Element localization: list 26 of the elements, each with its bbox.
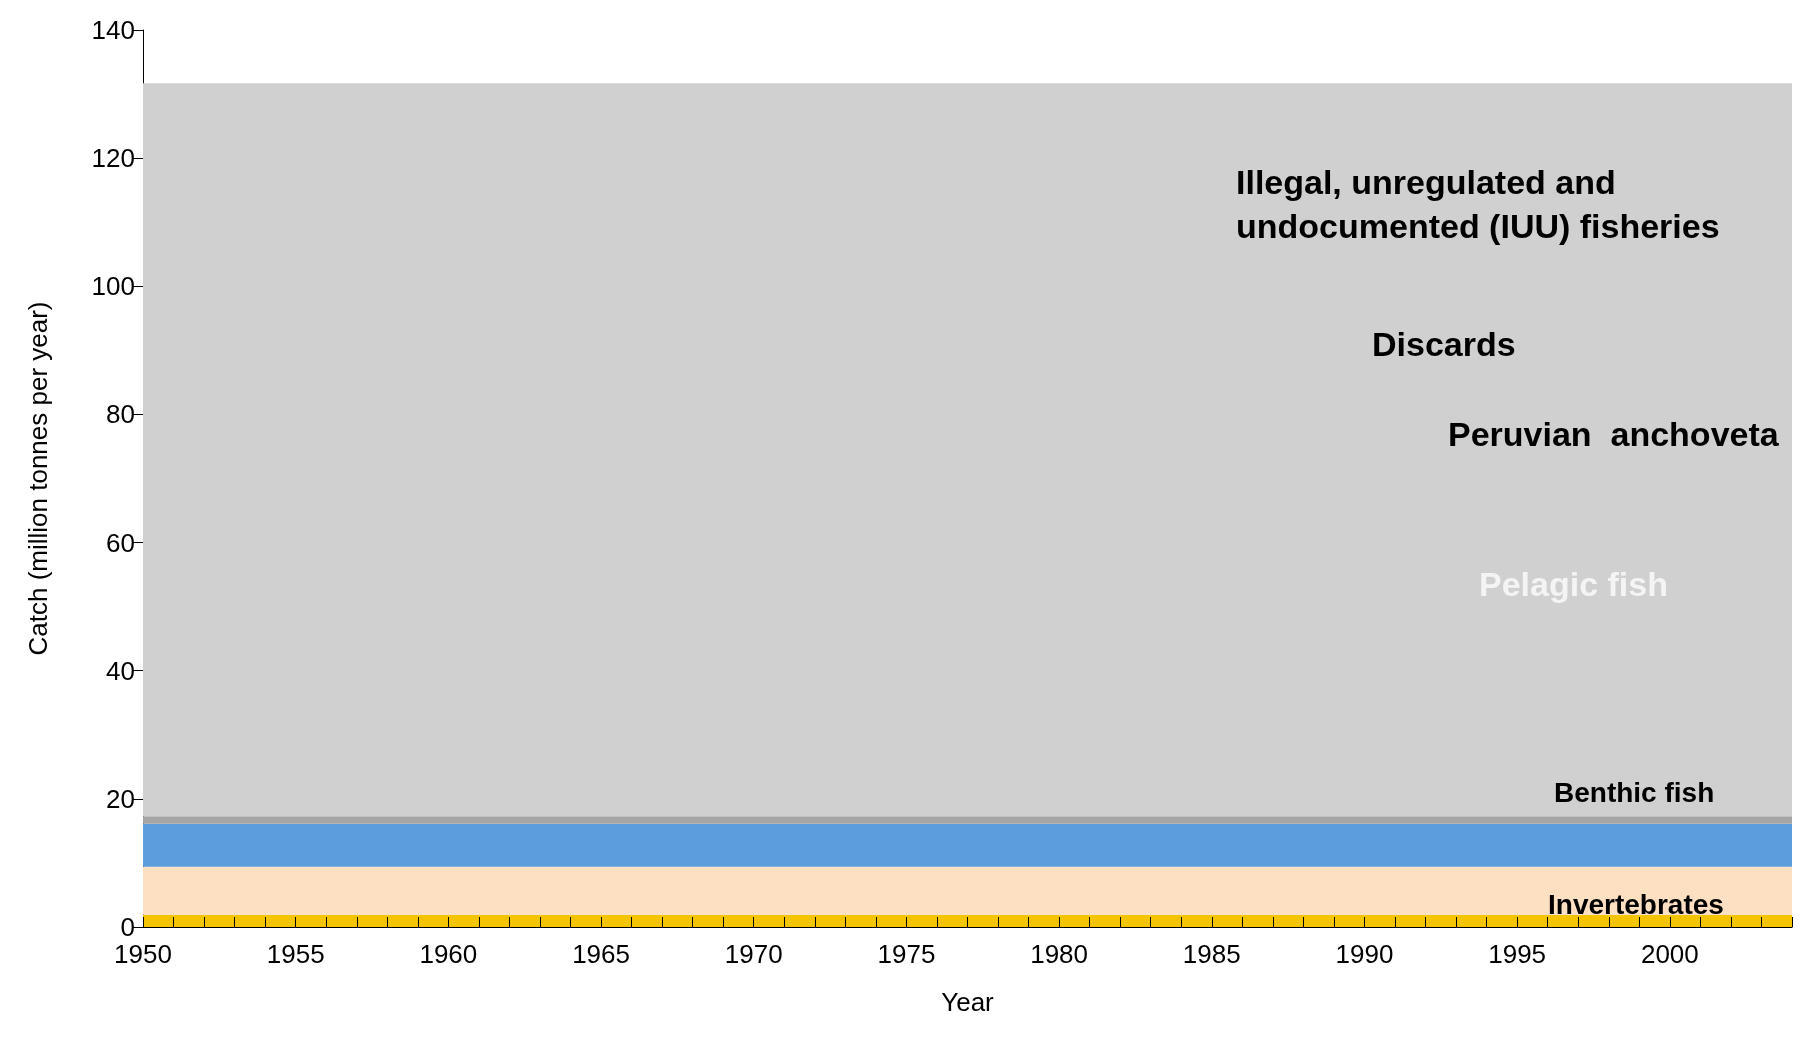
annotation: Peruvian anchoveta xyxy=(1448,415,1780,453)
annotation: Discards xyxy=(1372,325,1516,363)
x-tick-label: 1955 xyxy=(266,939,325,969)
x-axis-title: Year xyxy=(941,987,995,1017)
y-tick-label: 0 xyxy=(120,912,135,942)
x-tick-label: 1980 xyxy=(1030,939,1089,969)
x-tick-label: 1965 xyxy=(572,939,630,969)
y-tick-label: 40 xyxy=(106,655,135,686)
y-tick-label: 80 xyxy=(106,399,135,430)
y-tick-label: 20 xyxy=(106,783,135,814)
x-tick-label: 1950 xyxy=(114,939,172,969)
y-tick-label: 100 xyxy=(91,271,135,302)
x-tick-label: 1995 xyxy=(1488,939,1547,969)
x-tick-label: 1985 xyxy=(1182,939,1241,969)
annotation: Invertebrates xyxy=(1548,888,1724,920)
x-tick-label: 1990 xyxy=(1335,939,1394,969)
x-tick-label: 2000 xyxy=(1640,939,1699,969)
y-axis-title: Catch (million tonnes per year) xyxy=(23,301,53,656)
annotation: Benthic fish xyxy=(1554,776,1715,808)
y-tick-label: 120 xyxy=(91,143,135,174)
annotation: Illegal, unregulated and undocumented (IUU) fisheries xyxy=(1236,163,1720,245)
x-tick-label: 1975 xyxy=(877,939,936,969)
y-tick-label: 140 xyxy=(91,15,135,45)
y-tick-label: 60 xyxy=(106,527,135,558)
x-tick-label: 1970 xyxy=(724,939,783,969)
x-tick-label: 1960 xyxy=(419,939,478,969)
